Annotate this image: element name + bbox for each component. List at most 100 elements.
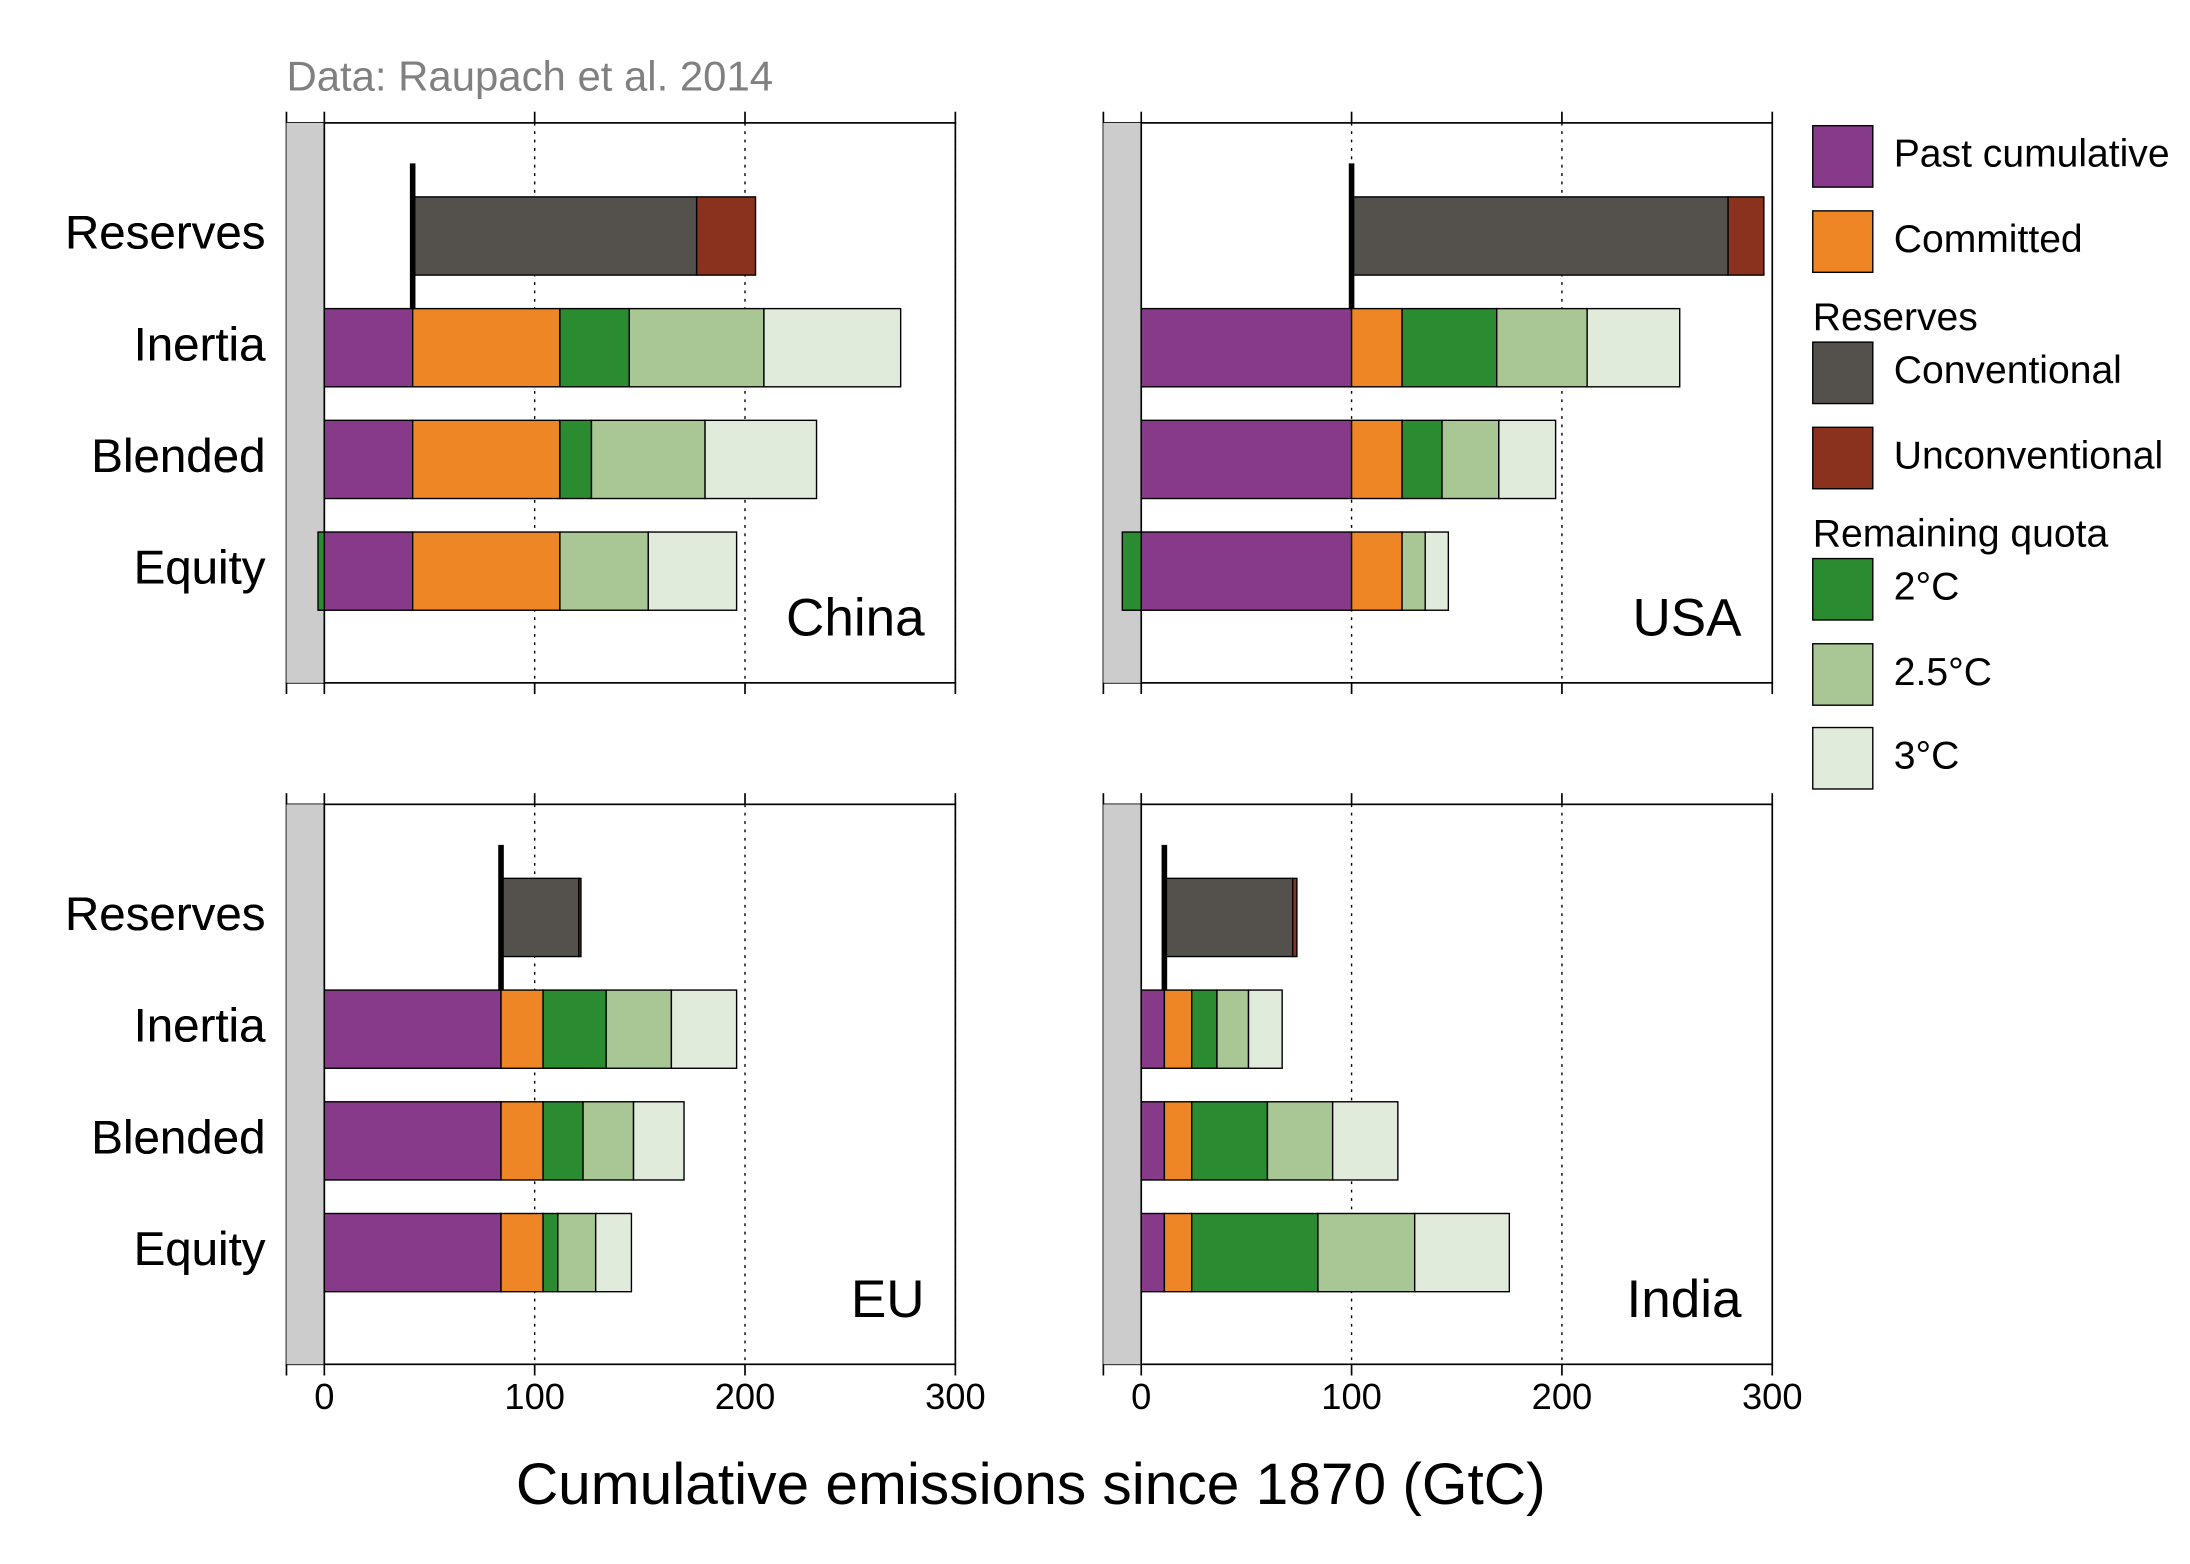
bar-segment xyxy=(1163,1212,1193,1293)
legend-label: 2.5°C xyxy=(1894,651,1992,694)
bar-segment xyxy=(695,196,757,276)
x-tick-label: 200 xyxy=(715,1376,776,1417)
bar-segment xyxy=(578,877,582,958)
bar-segment xyxy=(1140,1212,1166,1293)
legend-label: Unconventional xyxy=(1894,434,2163,477)
legend-swatch xyxy=(1812,341,1874,405)
category-label: Reserves xyxy=(65,207,266,260)
panel-title: USA xyxy=(1632,588,1742,647)
bar-segment xyxy=(1140,531,1353,611)
category-label: Blended xyxy=(91,1111,265,1164)
bar-segment xyxy=(1191,1212,1319,1293)
bar-segment xyxy=(1191,1101,1269,1181)
legend-label: 3°C xyxy=(1894,735,1960,778)
bar-segment xyxy=(559,531,649,611)
bar-segment xyxy=(1163,877,1294,958)
bar-segment xyxy=(1140,307,1353,388)
category-label: Inertia xyxy=(134,1000,267,1053)
category-label: Equity xyxy=(134,1223,266,1276)
bar-segment xyxy=(411,419,561,500)
bar-segment xyxy=(323,531,414,611)
bar-segment xyxy=(1727,196,1765,276)
bar-segment xyxy=(542,1212,559,1293)
bar-segment xyxy=(1163,1101,1193,1181)
bar-segment xyxy=(559,419,593,500)
category-label: Equity xyxy=(134,542,266,595)
bar-segment xyxy=(1291,877,1298,958)
bar-segment xyxy=(1401,307,1498,388)
bar-segment xyxy=(1216,989,1250,1069)
bar-segment xyxy=(1401,531,1426,611)
bar-segment xyxy=(1496,307,1588,388)
category-label: Equity xyxy=(134,542,266,595)
bar-segment xyxy=(1424,531,1450,611)
bar-segment xyxy=(1247,989,1283,1069)
bar-segment xyxy=(500,989,544,1069)
bar-segment xyxy=(670,989,738,1069)
bar-segment xyxy=(594,1212,633,1293)
bar-segment xyxy=(323,307,414,388)
panel-title: China xyxy=(786,588,925,647)
category-label: Blended xyxy=(91,430,265,483)
legend-swatch xyxy=(1812,643,1874,706)
bar-segment xyxy=(559,307,631,388)
category-label: Equity xyxy=(134,1223,266,1276)
legend-label: Committed xyxy=(1894,218,2083,261)
x-tick-label: 100 xyxy=(1321,1376,1382,1417)
bar-segment xyxy=(557,1212,597,1293)
bar-segment xyxy=(1350,419,1403,500)
bar-segment xyxy=(1317,1212,1416,1293)
category-label: Reserves xyxy=(65,888,266,941)
bar-segment xyxy=(763,307,902,388)
legend-swatch xyxy=(1812,426,1874,490)
bar-segment xyxy=(1140,989,1166,1069)
bar-segment xyxy=(605,989,673,1069)
bar-segment xyxy=(411,531,561,611)
bar-segment xyxy=(323,1101,502,1181)
category-label: Blended xyxy=(91,430,265,483)
category-label: Inertia xyxy=(134,1000,267,1053)
bar-segment xyxy=(1121,531,1142,611)
bar-segment xyxy=(542,989,607,1069)
legend-swatch xyxy=(1812,124,1874,188)
legend-heading: Reserves xyxy=(1813,296,1978,339)
bar-segment xyxy=(1163,989,1193,1069)
panel-title: EU xyxy=(851,1270,925,1329)
bar-segment xyxy=(1350,196,1729,276)
x-tick-label: 300 xyxy=(925,1376,986,1417)
bar-segment xyxy=(317,531,326,611)
legend-label: Conventional xyxy=(1894,349,2122,392)
bar-segment xyxy=(632,1101,685,1181)
bar-segment xyxy=(500,877,580,958)
bar-segment xyxy=(628,307,765,388)
bar-segment xyxy=(1331,1101,1399,1181)
bar-segment xyxy=(1140,1101,1166,1181)
bar-segment xyxy=(1350,307,1403,388)
x-tick-label: 0 xyxy=(314,1376,334,1417)
bar-segment xyxy=(323,1212,502,1293)
bar-segment xyxy=(1498,419,1557,500)
bar-segment xyxy=(704,419,818,500)
bar-segment xyxy=(1266,1101,1334,1181)
bar-segment xyxy=(411,196,698,276)
bar-segment xyxy=(582,1101,635,1181)
legend-heading: Remaining quota xyxy=(1813,513,2109,556)
bar-segment xyxy=(647,531,738,611)
category-label: Blended xyxy=(91,1111,265,1164)
category-label: Reserves xyxy=(65,888,266,941)
bar-segment xyxy=(1191,989,1218,1069)
bar-segment xyxy=(590,419,706,500)
bar-segment xyxy=(1413,1212,1511,1293)
x-tick-label: 0 xyxy=(1131,1376,1151,1417)
legend-label: 2°C xyxy=(1894,566,1960,609)
x-axis-label: Cumulative emissions since 1870 (GtC) xyxy=(516,1452,1546,1517)
legend-swatch xyxy=(1812,726,1874,790)
bar-segment xyxy=(1140,419,1353,500)
bar-segment xyxy=(323,419,414,500)
legend-label: Past cumulative xyxy=(1894,133,2170,176)
legend-swatch xyxy=(1812,210,1874,274)
legend-swatch xyxy=(1812,557,1874,621)
bar-segment xyxy=(1441,419,1500,500)
